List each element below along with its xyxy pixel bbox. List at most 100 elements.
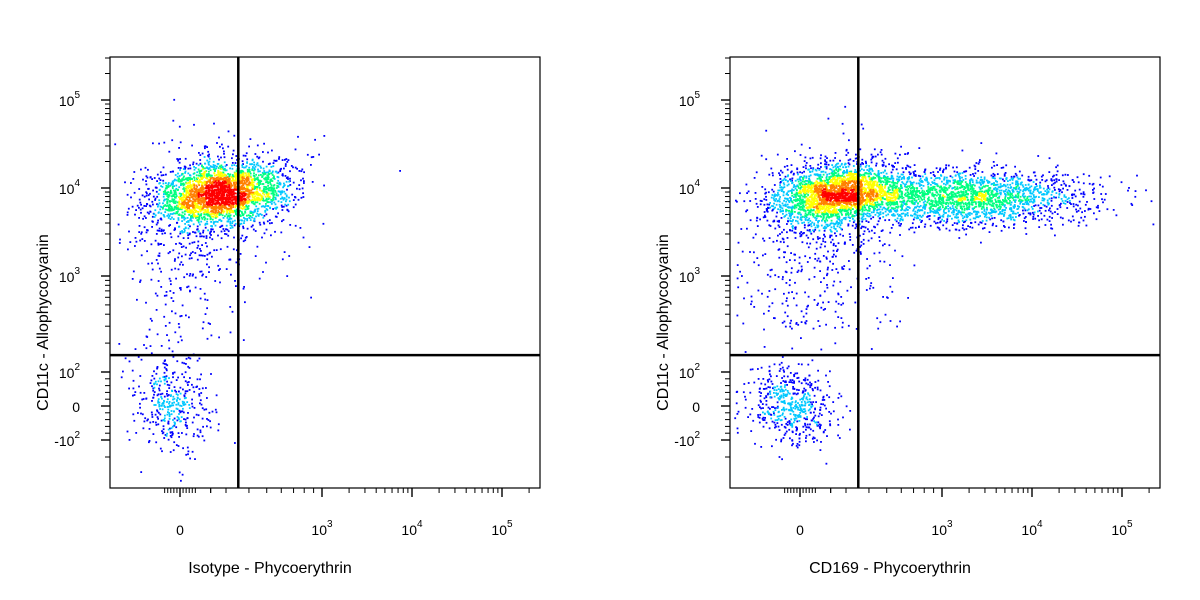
data-point [864,160,867,163]
data-point [216,195,218,198]
data-point [198,184,201,187]
data-point [182,201,185,204]
data-point [133,419,136,422]
data-point [206,184,208,187]
data-point [217,423,220,426]
data-point [232,179,234,182]
data-point [196,219,199,222]
data-point [913,264,916,267]
data-point [239,174,242,176]
data-point [244,200,247,202]
data-point [139,281,141,283]
data-point [179,335,182,338]
data-point [128,439,131,441]
data-point [217,163,220,165]
data-point [176,175,179,178]
data-point [189,174,191,176]
data-point [161,232,164,235]
data-point [847,223,850,226]
data-point [859,148,862,151]
data-point [241,208,244,210]
data-point [181,211,184,214]
data-point [222,191,224,194]
data-point [191,241,194,244]
data-point [219,188,221,191]
data-point [220,164,223,167]
data-point [158,404,161,406]
data-point [243,186,245,189]
data-point [982,227,984,230]
data-point [819,449,822,451]
data-point [216,192,219,195]
data-point [205,174,208,176]
data-point [212,178,215,181]
data-point [277,212,279,215]
data-point [174,205,176,208]
data-point [754,192,757,194]
data-point [820,414,823,416]
data-point [271,200,273,203]
data-point [909,226,912,229]
data-point [161,408,164,411]
data-point [899,175,901,178]
data-point [847,162,850,164]
data-point [203,174,206,177]
data-point [223,190,225,193]
data-point [855,223,857,226]
data-point [170,381,173,384]
data-point [167,182,170,184]
data-point [804,424,807,427]
data-point [240,181,242,184]
data-point [157,398,160,400]
data-point [179,288,182,291]
data-point [172,193,175,196]
data-point [251,186,253,189]
data-point [212,168,215,171]
data-point [177,417,180,419]
data-point [185,209,188,212]
data-point [195,162,198,165]
data-point [1100,193,1103,195]
data-point [170,394,172,396]
data-point [221,165,224,168]
data-point [145,180,147,182]
data-point [215,220,217,223]
data-point [977,170,980,172]
data-point [265,213,268,216]
data-point [259,165,262,168]
data-point [917,217,919,220]
data-point [158,401,161,404]
data-point [146,176,149,179]
data-point [840,296,843,298]
data-point [789,379,792,381]
data-point [232,175,235,178]
data-point [975,162,978,164]
data-point [191,193,194,196]
data-point [981,220,984,222]
data-point [206,203,209,206]
data-point [909,172,912,175]
data-point [962,224,964,227]
data-point [151,226,153,228]
data-point [1061,174,1064,177]
data-point [870,237,873,240]
data-point [178,326,181,329]
data-point [169,280,172,282]
data-point [257,213,260,216]
data-point [175,390,178,393]
data-point [1047,187,1050,189]
data-point [257,164,260,167]
data-point [151,413,154,416]
data-point [232,149,235,152]
data-point [189,167,192,170]
data-point [146,211,149,214]
data-point [183,362,186,365]
data-point [744,351,747,353]
data-point [790,319,792,322]
data-point [180,180,183,182]
data-point [824,159,826,162]
data-point [219,187,222,189]
data-point [245,198,248,201]
data-point [881,229,884,232]
data-point [166,383,169,386]
